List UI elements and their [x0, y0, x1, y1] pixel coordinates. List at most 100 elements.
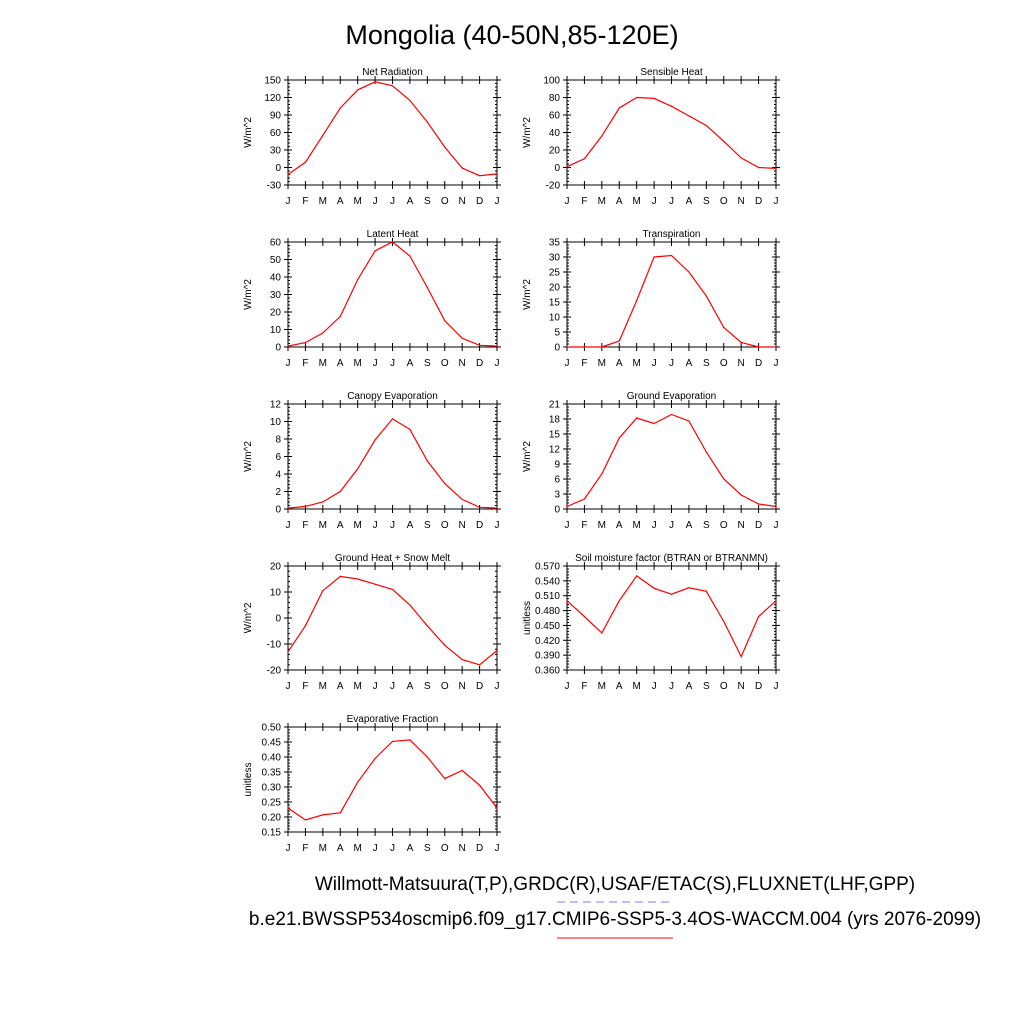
x-tick-label: A — [407, 843, 414, 854]
y-tick-label: 0.35 — [262, 768, 282, 779]
y-tick-label: 0.420 — [535, 636, 560, 647]
data-point — [723, 620, 725, 623]
x-tick-label: J — [652, 196, 657, 207]
data-point — [287, 651, 289, 653]
x-tick-label: J — [495, 681, 500, 692]
x-tick-label: J — [390, 681, 395, 692]
y-tick-label: 0 — [554, 505, 560, 516]
x-tick-label: F — [302, 681, 308, 692]
y-axis-label: W/m^2 — [243, 441, 254, 472]
y-tick-label: 6 — [275, 452, 281, 463]
y-tick-label: 60 — [270, 128, 282, 139]
x-tick-label: A — [616, 520, 623, 531]
x-tick-label: J — [774, 520, 779, 531]
x-tick-label: J — [373, 358, 378, 369]
x-tick-label: D — [476, 843, 483, 854]
x-tick-label: A — [686, 681, 693, 692]
panel-title: Latent Heat — [367, 229, 419, 240]
data-point — [461, 769, 463, 772]
data-point — [723, 140, 725, 142]
y-tick-label: 30 — [270, 146, 282, 157]
y-tick-label: 10 — [270, 325, 282, 336]
y-tick-label: 30 — [270, 290, 282, 301]
y-axis-label: W/m^2 — [522, 279, 533, 310]
data-point — [426, 460, 428, 462]
data-point — [496, 173, 498, 175]
y-tick-label: 0 — [554, 163, 560, 174]
data-point — [478, 784, 481, 786]
x-tick-label: N — [738, 196, 745, 207]
panel-8: Soil moisture factor (BTRAN or BTRANMN) u… — [522, 553, 780, 692]
panel-title: Ground Heat + Snow Melt — [335, 553, 451, 564]
data-point — [705, 451, 707, 453]
data-point — [444, 146, 446, 148]
data-point — [636, 96, 638, 99]
x-tick-label: N — [738, 681, 745, 692]
data-point — [339, 490, 341, 493]
plot-frame — [566, 565, 777, 671]
y-tick-label: 90 — [270, 111, 282, 122]
panel-title: Net Radiation — [362, 67, 423, 78]
data-point — [391, 740, 394, 743]
x-tick-label: J — [565, 196, 570, 207]
data-point — [740, 656, 742, 658]
y-tick-label: 0.45 — [262, 738, 282, 749]
data-point — [426, 121, 428, 123]
y-tick-label: -10 — [267, 640, 282, 651]
data-point — [444, 778, 446, 780]
x-tick-label: A — [407, 358, 414, 369]
x-tick-label: J — [373, 196, 378, 207]
x-tick-label: O — [720, 520, 728, 531]
x-tick-label: M — [632, 196, 640, 207]
data-point — [757, 503, 760, 505]
x-tick-label: J — [390, 520, 395, 531]
x-tick-label: J — [669, 681, 674, 692]
data-point — [496, 345, 498, 347]
data-point — [583, 346, 586, 348]
x-tick-label: M — [598, 196, 606, 207]
data-point — [775, 600, 777, 602]
series-line — [566, 413, 777, 508]
x-tick-label: D — [755, 520, 762, 531]
data-point — [740, 494, 742, 496]
data-point — [322, 501, 324, 503]
x-tick-label: A — [616, 358, 623, 369]
y-axis-label: unitless — [522, 601, 533, 635]
y-tick-label: 35 — [549, 238, 561, 249]
y-tick-label: 25 — [549, 268, 561, 279]
x-tick-label: J — [652, 681, 657, 692]
y-tick-label: 15 — [549, 430, 561, 441]
y-axis-label: W/m^2 — [243, 602, 254, 633]
x-tick-label: A — [337, 520, 344, 531]
x-tick-label: M — [319, 520, 327, 531]
x-tick-label: S — [424, 681, 431, 692]
x-tick-label: M — [598, 681, 606, 692]
y-tick-label: 40 — [549, 128, 561, 139]
y-tick-label: 60 — [549, 111, 561, 122]
y-tick-label: 10 — [270, 588, 282, 599]
data-point — [653, 422, 655, 425]
x-tick-label: A — [616, 196, 623, 207]
data-point — [374, 81, 376, 83]
data-point — [705, 124, 707, 127]
y-tick-label: 0.540 — [535, 576, 560, 587]
data-point — [723, 478, 725, 480]
series-line — [566, 96, 777, 169]
data-point — [775, 167, 777, 169]
data-point — [583, 158, 586, 160]
x-tick-label: J — [669, 358, 674, 369]
x-tick-label: S — [424, 843, 431, 854]
y-tick-label: 15 — [549, 298, 561, 309]
y-tick-label: 21 — [549, 400, 561, 411]
y-tick-label: 0.390 — [535, 651, 560, 662]
plot-frame — [287, 241, 498, 348]
data-point — [461, 498, 463, 500]
data-point — [426, 756, 428, 758]
data-point — [357, 781, 359, 783]
x-tick-label: D — [476, 358, 483, 369]
data-point — [444, 320, 446, 322]
